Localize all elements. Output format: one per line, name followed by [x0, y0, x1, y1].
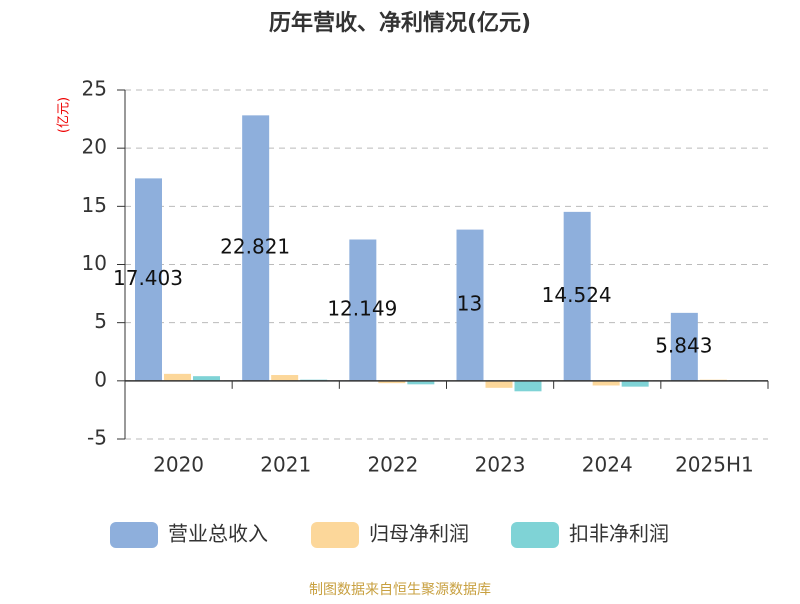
bar — [592, 380, 620, 386]
legend-label: 扣非净利润 — [569, 522, 669, 546]
bar — [349, 239, 377, 381]
value-label: 12.149 — [327, 297, 397, 321]
value-label: 14.524 — [542, 283, 612, 307]
legend-swatch — [110, 522, 158, 548]
legend-swatch — [511, 522, 559, 548]
bar — [407, 380, 435, 385]
bar — [378, 380, 406, 384]
y-tick-label: 15 — [82, 193, 107, 217]
x-tick-label: 2023 — [475, 453, 526, 477]
x-tick-label: 2020 — [153, 453, 204, 477]
value-label: 17.403 — [113, 266, 183, 290]
x-tick-label: 2022 — [367, 453, 418, 477]
bar — [563, 211, 591, 381]
y-tick-label: -5 — [87, 426, 107, 450]
legend-label: 归母净利润 — [369, 522, 469, 546]
bar — [485, 380, 513, 388]
bar — [164, 373, 191, 381]
chart-title: 历年营收、净利情况(亿元) — [269, 10, 531, 36]
bar — [456, 229, 484, 381]
y-tick-label: 10 — [82, 251, 107, 275]
bar — [135, 178, 162, 381]
value-label: 5.843 — [655, 333, 712, 357]
y-tick-label: 25 — [82, 77, 107, 101]
bar — [242, 115, 270, 381]
value-label: 13 — [457, 292, 482, 316]
x-tick-label: 2021 — [260, 453, 311, 477]
bar — [514, 380, 542, 392]
value-label: 22.821 — [220, 235, 290, 259]
x-tick-label: 2025H1 — [675, 453, 754, 477]
y-tick-label: 5 — [94, 309, 107, 333]
legend-swatch — [311, 522, 359, 548]
y-axis-label: (亿元) — [57, 97, 72, 133]
legend-label: 营业总收入 — [168, 522, 268, 546]
y-tick-label: 0 — [94, 367, 107, 391]
bar — [193, 376, 220, 381]
source-note: 制图数据来自恒生聚源数据库 — [309, 582, 491, 598]
x-tick-label: 2024 — [582, 453, 633, 477]
y-tick-label: 20 — [82, 135, 107, 159]
bar — [621, 380, 649, 387]
bar — [670, 312, 698, 381]
bar — [271, 375, 299, 381]
